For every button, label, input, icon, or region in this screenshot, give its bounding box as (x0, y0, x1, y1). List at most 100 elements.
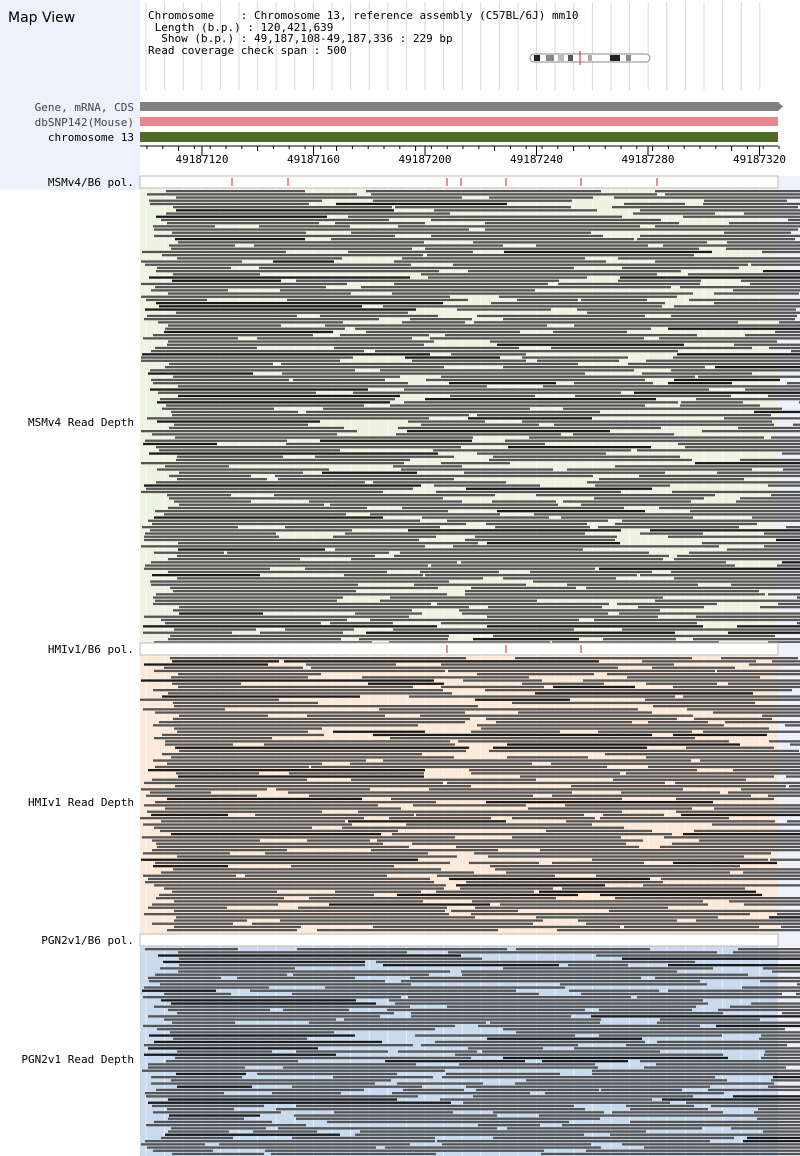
read-segment (355, 1133, 584, 1136)
read-segment (474, 852, 771, 855)
read-segment (294, 1114, 497, 1117)
ideogram-band (610, 55, 620, 61)
read-segment (760, 980, 800, 983)
read-segment (407, 430, 610, 433)
read-segment (276, 1108, 585, 1111)
read-segment (724, 417, 800, 420)
read-segment (165, 465, 229, 468)
read-segment (144, 484, 421, 487)
read-segment (630, 1108, 708, 1111)
read-segment (529, 436, 764, 439)
read-segment (257, 337, 412, 340)
read-segment (307, 714, 385, 717)
read-segment (493, 634, 775, 638)
read-segment (763, 270, 800, 273)
read-segment (174, 727, 322, 730)
read-segment (149, 980, 385, 983)
read-segment (782, 1012, 800, 1015)
chromosome-ideogram[interactable] (529, 51, 651, 65)
chrom-track-bar[interactable] (140, 132, 778, 142)
read-segment (791, 350, 800, 353)
read-segment (615, 522, 757, 526)
read-segment (614, 196, 800, 199)
annotation-tracks[interactable] (140, 102, 783, 142)
read-segment (603, 638, 676, 641)
read-segment (668, 964, 800, 967)
read-segment (609, 909, 800, 913)
read-segment (144, 567, 270, 570)
read-segment (704, 199, 787, 202)
read-segment (142, 836, 455, 839)
read-segment (154, 884, 446, 887)
read-segment (721, 657, 798, 660)
read-segment (471, 913, 750, 916)
read-segment (490, 865, 740, 868)
read-segment (512, 817, 595, 820)
read-segment (141, 788, 267, 791)
read-segment (469, 769, 697, 772)
pgn-depth-label: PGN2v1 Read Depth (21, 1053, 134, 1066)
read-segment (678, 442, 800, 446)
read-segment (161, 1136, 233, 1140)
read-segment (457, 308, 551, 311)
read-segment (398, 426, 661, 430)
read-segment (158, 954, 461, 957)
read-segment (562, 1124, 800, 1127)
read-segment (402, 321, 465, 324)
read-segment (311, 666, 618, 669)
read-segment (449, 877, 650, 881)
read-segment (148, 1047, 318, 1050)
read-segment (596, 954, 800, 957)
read-segment (749, 663, 800, 666)
read-segment (169, 497, 443, 500)
read-segment (154, 826, 312, 829)
polymorphism-track (139, 175, 779, 189)
read-segment (779, 321, 800, 324)
read-depth-area[interactable] (139, 175, 800, 1156)
read-segment (152, 433, 337, 436)
read-segment (156, 1088, 364, 1092)
read-segment (410, 318, 472, 321)
read-segment (147, 1146, 376, 1149)
read-segment (600, 817, 729, 820)
read-segment (468, 1047, 543, 1050)
snp-track-label: dbSNP142(Mouse) (34, 116, 134, 129)
read-segment (515, 657, 692, 660)
read-segment (506, 871, 730, 874)
read-segment (539, 890, 756, 893)
snp-track-bar[interactable] (140, 117, 778, 126)
read-segment (144, 318, 379, 321)
read-segment (149, 199, 322, 202)
read-segment (153, 865, 228, 868)
read-segment (264, 743, 455, 746)
read-segment (151, 1076, 242, 1079)
read-segment (462, 973, 748, 976)
read-segment (575, 394, 731, 398)
read-segment (172, 231, 306, 234)
read-segment (309, 897, 556, 900)
read-segment (476, 1088, 599, 1092)
read-segment (173, 273, 260, 276)
read-segment (471, 772, 620, 775)
read-segment (581, 503, 800, 506)
read-segment (586, 586, 800, 590)
read-segment (160, 398, 395, 401)
read-segment (359, 638, 448, 641)
read-segment (154, 551, 224, 554)
read-segment (671, 570, 800, 574)
read-segment (227, 551, 389, 554)
gene-track-bar[interactable] (140, 102, 778, 111)
read-segment (178, 685, 413, 689)
read-segment (280, 919, 543, 922)
read-segment (420, 714, 693, 717)
read-segment (157, 1028, 435, 1031)
read-segment (441, 462, 510, 465)
read-segment (450, 394, 535, 398)
read-segment (351, 558, 663, 561)
read-segment (797, 622, 800, 625)
read-segment (786, 526, 800, 529)
read-segment (172, 682, 241, 685)
read-segment (728, 791, 800, 794)
read-segment (293, 378, 385, 382)
